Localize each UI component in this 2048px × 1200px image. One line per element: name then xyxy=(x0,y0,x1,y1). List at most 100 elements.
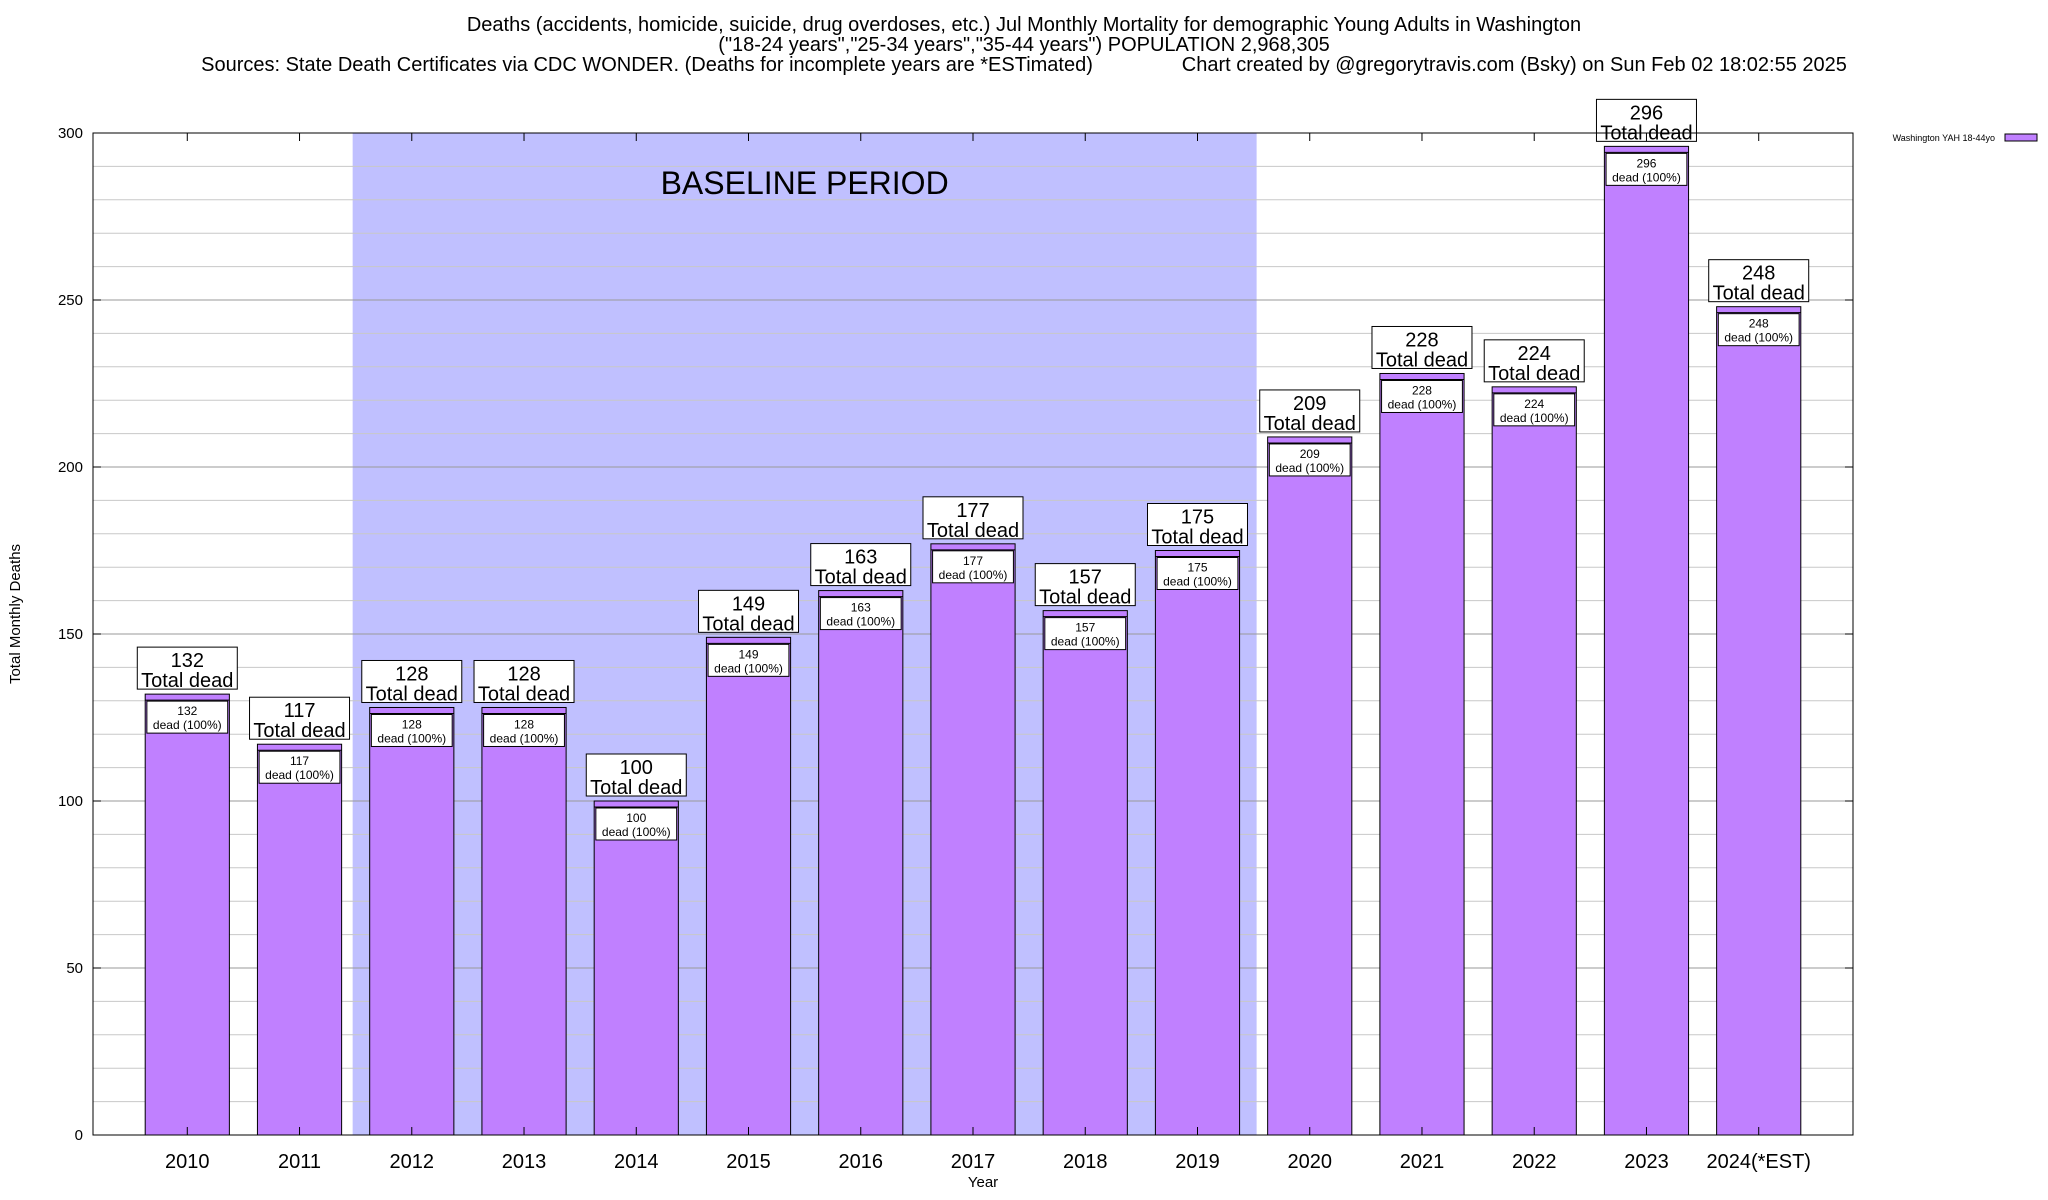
title-line-1: Deaths (accidents, homicide, suicide, dr… xyxy=(466,14,1582,36)
total-dead-label: Total dead xyxy=(141,670,233,692)
total-value-label: 117 xyxy=(284,700,316,722)
x-tick-label: 2021 xyxy=(1400,1151,1445,1173)
y-tick-label: 200 xyxy=(58,459,83,476)
baseline-period-label: BASELINE PERIOD xyxy=(661,165,949,201)
inner-percent-label: dead (100%) xyxy=(153,718,222,732)
total-value-label: 175 xyxy=(1181,507,1214,529)
inner-value-label: 128 xyxy=(402,717,422,731)
total-label-box xyxy=(1371,325,1473,369)
inner-label-box xyxy=(595,807,678,841)
inner-percent-label: dead (100%) xyxy=(602,825,671,839)
total-label-box xyxy=(1146,503,1248,546)
total-dead-label: Total dead xyxy=(1376,349,1468,371)
total-value-label: 149 xyxy=(732,593,765,615)
total-dead-label: Total dead xyxy=(927,520,1019,542)
inner-value-label: 177 xyxy=(963,554,983,568)
inner-value-label: 132 xyxy=(177,704,197,718)
bar xyxy=(1267,436,1353,1136)
inner-value-label: 149 xyxy=(738,647,758,661)
x-tick-label: 2015 xyxy=(726,1151,771,1173)
inner-percent-label: dead (100%) xyxy=(826,615,895,629)
total-dead-label: Total dead xyxy=(366,683,458,705)
inner-value-label: 128 xyxy=(514,717,534,731)
total-value-label: 177 xyxy=(956,500,989,522)
total-label-box xyxy=(136,646,238,690)
bar xyxy=(1716,306,1802,1136)
inner-percent-label: dead (100%) xyxy=(1275,461,1344,475)
x-tick-label: 2012 xyxy=(390,1151,435,1173)
total-value-label: 296 xyxy=(1630,102,1663,124)
x-tick-label: 2020 xyxy=(1287,1151,1332,1173)
x-tick-label: 2016 xyxy=(839,1151,884,1173)
bar xyxy=(144,693,230,1136)
bar xyxy=(705,636,792,1136)
total-value-label: 224 xyxy=(1518,343,1551,365)
total-label-box xyxy=(1259,389,1361,433)
y-tick-label: 250 xyxy=(58,292,83,309)
title-line-3: Sources: State Death Certificates via CD… xyxy=(201,54,1847,76)
total-dead-label: Total dead xyxy=(1713,283,1805,305)
bar xyxy=(930,543,1016,1136)
total-value-label: 209 xyxy=(1293,393,1326,415)
inner-value-label: 224 xyxy=(1524,397,1544,411)
inner-label-box xyxy=(483,713,565,747)
bar xyxy=(1379,372,1465,1136)
inner-percent-label: dead (100%) xyxy=(1051,635,1120,649)
total-label-box xyxy=(698,589,800,633)
inner-percent-label: dead (100%) xyxy=(1163,575,1232,589)
y-tick-label: 300 xyxy=(58,125,83,142)
x-tick-label: 2011 xyxy=(278,1151,321,1173)
x-tick-label: 2022 xyxy=(1512,1151,1557,1173)
y-tick-label: 0 xyxy=(75,1127,83,1144)
x-tick-label: 2014 xyxy=(614,1151,659,1173)
total-label-box xyxy=(249,696,351,740)
inner-percent-label: dead (100%) xyxy=(1500,411,1569,425)
total-value-label: 163 xyxy=(844,547,877,569)
inner-percent-label: dead (100%) xyxy=(1724,331,1793,345)
total-dead-label: Total dead xyxy=(702,613,794,635)
x-tick-label: 2013 xyxy=(502,1151,547,1173)
inner-percent-label: dead (100%) xyxy=(1388,397,1457,411)
inner-value-label: 157 xyxy=(1075,621,1095,635)
inner-label-box xyxy=(370,713,453,747)
total-dead-label: Total dead xyxy=(253,720,345,742)
inner-label-box xyxy=(1493,393,1576,427)
x-tick-label: 2017 xyxy=(951,1151,996,1173)
inner-label-box xyxy=(1268,443,1351,477)
inner-percent-label: dead (100%) xyxy=(714,661,783,675)
total-dead-label: Total dead xyxy=(815,567,907,589)
inner-percent-label: dead (100%) xyxy=(490,731,559,745)
total-value-label: 248 xyxy=(1742,263,1775,285)
x-tick-label: 2019 xyxy=(1175,1151,1220,1173)
inner-label-box xyxy=(1044,617,1127,651)
inner-percent-label: dead (100%) xyxy=(939,568,1008,582)
legend: Washington YAH 18-44yo xyxy=(1893,133,2038,143)
inner-value-label: 228 xyxy=(1412,383,1432,397)
total-label-box xyxy=(1595,98,1697,142)
inner-value-label: 248 xyxy=(1749,317,1769,331)
total-dead-label: Total dead xyxy=(590,777,682,799)
title-line-2: ("18-24 years","25-34 years","35-44 year… xyxy=(718,34,1330,56)
total-label-box xyxy=(1034,563,1136,607)
total-dead-label: Total dead xyxy=(1151,527,1243,549)
total-value-label: 100 xyxy=(620,757,653,779)
inner-percent-label: dead (100%) xyxy=(377,731,446,745)
inner-percent-label: dead (100%) xyxy=(265,768,334,782)
total-value-label: 228 xyxy=(1405,329,1438,351)
total-dead-label: Total dead xyxy=(1264,413,1356,435)
bar xyxy=(256,743,343,1136)
axes: 0 50 100 150 200 250 300 2010 2011 2012 2013 2014 20… xyxy=(7,125,1854,1191)
inner-label-box xyxy=(819,597,902,631)
inner-label-box xyxy=(932,550,1014,584)
y-tick-label: 50 xyxy=(66,960,83,977)
bar xyxy=(1154,550,1241,1136)
